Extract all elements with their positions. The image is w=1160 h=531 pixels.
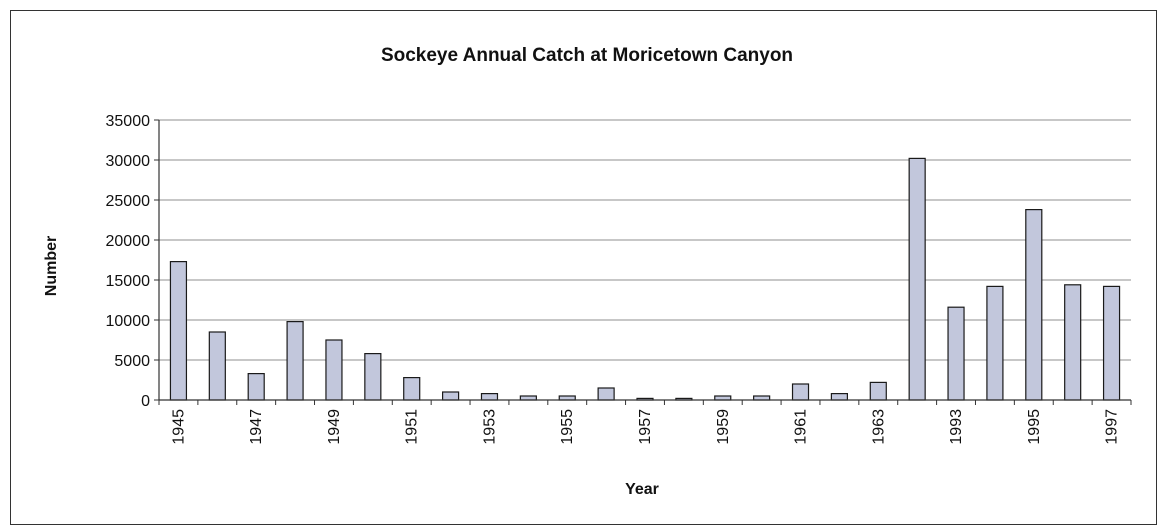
- bar-1951: [403, 377, 421, 401]
- bar-1950: [364, 353, 382, 401]
- bar-1961: [791, 383, 810, 401]
- bars: [169, 157, 1121, 401]
- x-tick-label: 1957: [637, 409, 654, 445]
- chart-title: Sockeye Annual Catch at Moricetown Canyo…: [381, 45, 793, 66]
- y-tick-label: 20000: [106, 233, 151, 250]
- y-tick-labels: 0 5000 10000 15000 20000 25000 30000 35000: [106, 113, 151, 410]
- x-tick-label: 1993: [948, 409, 965, 445]
- bar-1994: [986, 285, 1004, 401]
- x-tick-label: 1955: [559, 409, 576, 445]
- y-tick-label: 25000: [106, 193, 151, 210]
- y-tick-label: 10000: [106, 313, 151, 330]
- bar-1962: [830, 393, 849, 401]
- x-tick-label: 1961: [793, 409, 810, 445]
- y-tick-label: 30000: [106, 153, 151, 170]
- bar-1995: [1025, 209, 1043, 401]
- bar-1945: [169, 261, 188, 401]
- bar-1948: [286, 321, 304, 401]
- bar-1992: [908, 157, 926, 401]
- bar-1946: [208, 331, 226, 401]
- y-tick-label: 0: [141, 393, 150, 410]
- bar-1963: [869, 381, 887, 401]
- chart: Sockeye Annual Catch at Moricetown Canyo…: [43, 45, 1132, 498]
- y-tick-label: 5000: [114, 353, 150, 370]
- x-tick-label: 1949: [326, 409, 343, 445]
- chart-frame: Sockeye Annual Catch at Moricetown Canyo…: [10, 10, 1157, 525]
- y-tick-label: 15000: [106, 273, 151, 290]
- y-tick-label: 35000: [106, 113, 151, 130]
- bar-1956: [597, 387, 615, 401]
- bar-1997: [1102, 285, 1121, 401]
- x-tick-label: 1951: [404, 409, 421, 445]
- bar-1993: [947, 306, 965, 401]
- x-tick-label: 1953: [481, 409, 498, 445]
- bar-1952: [442, 391, 460, 401]
- y-axis-label: Number: [43, 236, 60, 296]
- axes: [154, 119, 1132, 405]
- gridlines: [159, 119, 1131, 361]
- bar-1949: [325, 339, 343, 401]
- x-tick-label: 1997: [1104, 409, 1121, 445]
- x-tick-label: 1959: [715, 409, 732, 445]
- bar-1953: [480, 393, 499, 401]
- x-axis-label: Year: [625, 481, 659, 498]
- x-tick-label: 1995: [1026, 409, 1043, 445]
- bar-1996: [1064, 284, 1082, 401]
- x-tick-labels: 1945 1947 1949 1951 1953 1955 1957 1959 1961 1963…: [170, 409, 1120, 445]
- bar-1947: [247, 373, 265, 401]
- x-tick-label: 1963: [870, 409, 887, 445]
- x-tick-label: 1945: [170, 409, 187, 445]
- x-tick-label: 1947: [248, 409, 265, 445]
